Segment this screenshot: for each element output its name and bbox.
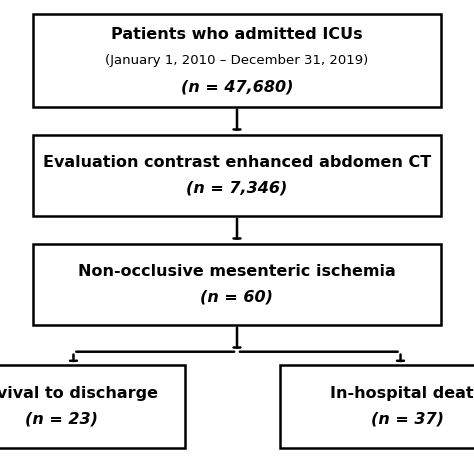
- Text: (January 1, 2010 – December 31, 2019): (January 1, 2010 – December 31, 2019): [105, 54, 369, 67]
- Text: (n = 60): (n = 60): [201, 290, 273, 305]
- FancyBboxPatch shape: [33, 244, 441, 325]
- FancyBboxPatch shape: [33, 14, 441, 107]
- Text: In-hospital death: In-hospital death: [330, 386, 474, 401]
- Text: Non-occlusive mesenteric ischemia: Non-occlusive mesenteric ischemia: [78, 264, 396, 279]
- FancyBboxPatch shape: [0, 365, 185, 448]
- FancyBboxPatch shape: [280, 365, 474, 448]
- Text: (n = 7,346): (n = 7,346): [186, 181, 288, 196]
- Text: Survival to discharge: Survival to discharge: [0, 386, 158, 401]
- Text: (n = 23): (n = 23): [25, 412, 98, 427]
- Text: (n = 37): (n = 37): [371, 412, 444, 427]
- Text: (n = 47,680): (n = 47,680): [181, 79, 293, 94]
- Text: Evaluation contrast enhanced abdomen CT: Evaluation contrast enhanced abdomen CT: [43, 155, 431, 170]
- FancyBboxPatch shape: [33, 135, 441, 216]
- Text: Patients who admitted ICUs: Patients who admitted ICUs: [111, 27, 363, 42]
